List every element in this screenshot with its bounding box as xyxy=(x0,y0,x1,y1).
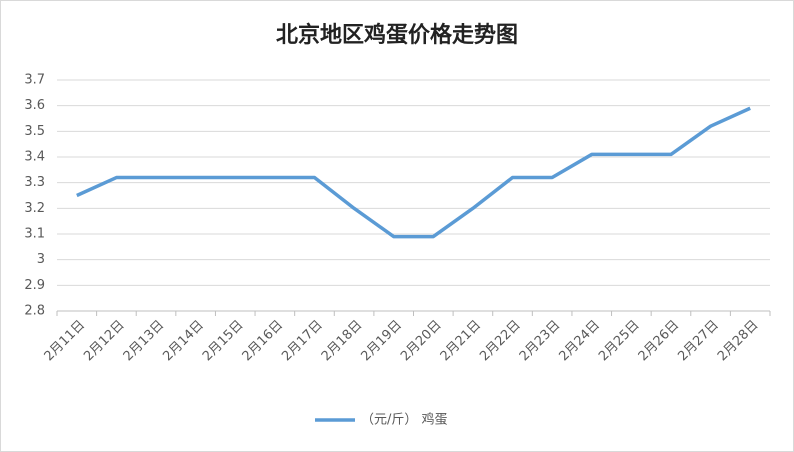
y-tick-label: 3.4 xyxy=(24,150,45,165)
y-tick-label: 3.1 xyxy=(24,227,45,242)
chart-title: 北京地区鸡蛋价格走势图 xyxy=(276,22,518,48)
y-tick-label: 3.2 xyxy=(24,201,45,216)
y-tick-label: 3.5 xyxy=(24,124,45,139)
y-tick-label: 3.7 xyxy=(24,73,45,88)
y-tick-label: 3 xyxy=(37,252,45,267)
y-tick-label: 2.9 xyxy=(24,278,45,293)
line xyxy=(76,106,751,239)
y-tick-label: 2.8 xyxy=(24,304,45,319)
legend-label: （元/斤） 鸡蛋 xyxy=(361,412,448,428)
y-tick-label: 3.6 xyxy=(24,98,45,113)
y-tick-label: 3.3 xyxy=(24,175,45,190)
